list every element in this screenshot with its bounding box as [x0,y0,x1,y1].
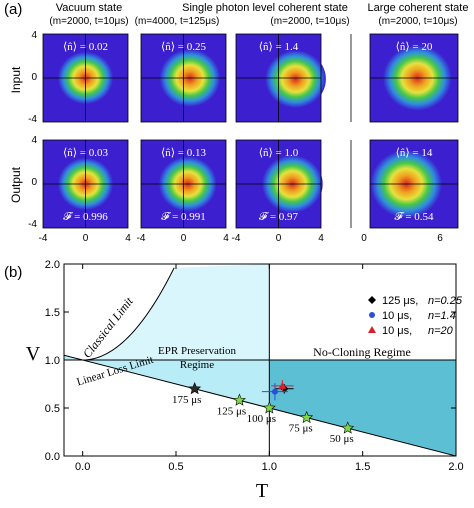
x-tick-label: 1.5 [355,461,370,473]
heatmap-frame [140,139,227,229]
col2-params: (m=4000, t=125μs) [135,16,220,27]
heatmap-frame [42,139,129,229]
circle-marker [271,388,278,395]
y-tick-label: 0.0 [45,451,60,463]
star-marker [300,410,314,424]
a-ytick-mid2: 0 [31,177,37,188]
epr-label-1: EPR Preservation [158,345,236,357]
legend-photon-number: n=20 [428,325,454,337]
x-tick-label: 4 [125,233,131,244]
wigner-distribution [265,50,326,108]
a-ytick-top2: 4 [31,135,37,146]
y-axis-label: V [26,343,41,365]
x-tick-label: 0 [276,233,282,244]
mean-photon-number: ⟨n̂⟩ = 0.03 [63,147,109,159]
x-tick-label: -4 [137,233,146,244]
x-tick-label: 4 [223,233,229,244]
legend-photon-number: n=1.4 [428,310,456,322]
col4-title: Large coherent state [368,2,469,14]
star-time-label: 100 μs [247,413,276,425]
fidelity-label: 𝓕 = 0.996 [63,211,108,223]
y-tick-label: 1.0 [45,355,60,367]
mean-photon-number: ⟨n̂⟩ = 20 [396,41,433,53]
regions [64,264,456,456]
a-ytick-top1: 4 [31,30,37,41]
heatmap-frame [42,33,129,123]
x-tick-label: 4 [318,233,324,244]
x-tick-label: 0 [361,233,367,244]
col1-params: (m=2000, t=10μs) [49,16,128,27]
x-tick-label: 6 [437,233,443,244]
panel-a-label: (a) [4,1,22,18]
col3-params: (m=2000, t=10μs) [270,16,349,27]
x-tick-label: 0 [83,233,89,244]
linear-loss-limit-line [64,354,456,456]
fidelity-label: 𝓕 = 0.97 [259,211,299,223]
x-axis-label: T [256,480,268,502]
triangle-marker [278,381,287,389]
fidelity-label: 𝓕 = 0.54 [394,211,434,223]
legend-time: 10 μs, [382,310,412,322]
legend-time: 10 μs, [382,325,412,337]
legend-photon-number: n=0.25 [428,295,463,307]
no-cloning-label: No-Cloning Regime [313,345,411,359]
mean-photon-number: ⟨n̂⟩ = 14 [396,147,433,159]
heatmap-frame [235,33,322,123]
legend: 125 μs, n=0.25 10 μs, n=1.4 10 μs, n=20 [368,295,463,337]
heatmap-frame [140,33,227,123]
y-tick-label: 2.0 [45,259,60,271]
mean-photon-number: ⟨n̂⟩ = 1.4 [259,41,299,53]
star-marker [188,382,202,395]
mean-photon-number: ⟨n̂⟩ = 1.0 [259,147,299,159]
x-tick-label: -4 [39,233,48,244]
epr-label-2: Regime [180,359,214,371]
y-tick-label: 0.5 [45,403,60,415]
x-tick-label: 2.0 [448,461,463,473]
row-label-input: Input [9,66,23,93]
x-tick-label: 0.0 [75,461,90,473]
x-tick-label: 0 [181,233,187,244]
a-ytick-bot2: -4 [28,219,37,230]
axes: 0.0 0.5 1.0 1.5 2.0 0.0 0.5 1.0 1.5 2.0 [45,259,464,473]
x-tick-label: 0.5 [168,461,183,473]
x-tick-label: -4 [232,233,241,244]
heatmap-frame [369,139,459,229]
col4-params: (m=2000, t=10μs) [378,16,457,27]
mean-photon-number: ⟨n̂⟩ = 0.13 [161,147,207,159]
no-cloning-region [269,360,456,456]
heatmap-frame [369,33,459,123]
row-label-output: Output [9,166,23,203]
star-time-label: 125 μs [217,405,246,417]
a-ytick-bot1: -4 [28,114,37,125]
heatmap-grid: ⟨n̂⟩ = 0.02 ⟨n̂⟩ = 0.03 𝓕 = 0.996 -4 0 4 ⟨n̂⟩ … [39,33,459,244]
mean-photon-number: ⟨n̂⟩ = 0.25 [161,41,207,53]
fidelity-label: 𝓕 = 0.991 [161,211,206,223]
a-ytick-mid1: 0 [31,72,37,83]
legend-diamond-marker [368,296,376,304]
legend-triangle-marker [368,326,376,333]
col1-title: Vacuum state [56,2,122,14]
mean-photon-number: ⟨n̂⟩ = 0.02 [63,41,108,53]
star-marker [341,421,355,434]
star-time-label: 175 μs [172,394,201,406]
legend-circle-marker [369,312,375,318]
heatmap-frame [235,139,322,229]
data-points [261,380,294,401]
star-time-label: 50 μs [330,433,354,445]
panel-b-label: (b) [4,264,22,281]
star-marker [233,393,246,406]
legend-time: 125 μs, [382,295,418,307]
star-time-label: 75 μs [289,423,313,435]
star-marker [262,401,276,414]
spanning-title: Single photon level coherent state [182,2,348,14]
x-tick-label: 1.0 [262,461,277,473]
classical-limit-curve [82,267,175,361]
y-tick-label: 1.5 [45,307,60,319]
